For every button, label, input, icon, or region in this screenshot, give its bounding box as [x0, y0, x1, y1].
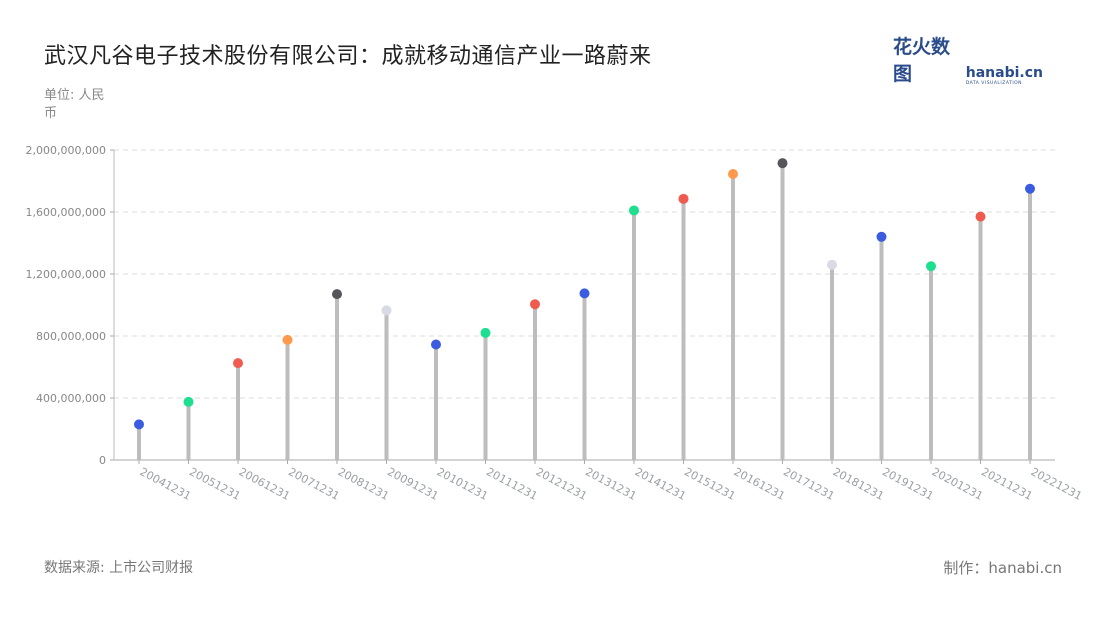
- x-tick-label: 20151231: [682, 465, 738, 503]
- x-tick-label: 20141231: [633, 465, 689, 503]
- x-tick-label: 20101231: [435, 465, 491, 503]
- x-tick-label: 20191231: [880, 465, 936, 503]
- axis-layer: 0 400,000,000 800,000,000 1,200,000,000 1,60…: [26, 144, 1085, 503]
- logo-en-text: hanabi.cn: [965, 64, 1043, 81]
- unit-label: 单位: 人民币: [44, 88, 105, 121]
- lollipop-dot[interactable]: [530, 299, 540, 310]
- lollipop-dot[interactable]: [134, 419, 144, 430]
- lollipop-dot[interactable]: [876, 231, 887, 242]
- y-tick-label: 800,000,000: [36, 330, 106, 343]
- x-tick-label: 20131231: [583, 465, 639, 503]
- x-tick-label: 20171231: [781, 465, 837, 503]
- x-tick-label: 20111231: [484, 465, 540, 503]
- x-tick-label: 20181231: [831, 465, 887, 503]
- lollipop-dot[interactable]: [381, 305, 392, 316]
- y-tick-label: 1,600,000,000: [26, 206, 106, 219]
- lollipop-dot[interactable]: [282, 334, 293, 345]
- x-tick-label: 20121231: [534, 465, 590, 503]
- lollipop-dot[interactable]: [629, 205, 639, 216]
- x-tick-label: 20201231: [930, 465, 986, 503]
- lollipop-dot[interactable]: [332, 289, 342, 300]
- x-tick-label: 20221231: [1029, 465, 1085, 503]
- x-tick-label: 20051231: [187, 465, 243, 503]
- lollipop-dot[interactable]: [777, 158, 788, 169]
- lollipop-dot[interactable]: [827, 259, 837, 270]
- lollipop-dot[interactable]: [431, 339, 441, 350]
- lollipop-dot[interactable]: [233, 358, 243, 369]
- y-tick-label: 2,000,000,000: [26, 144, 106, 157]
- brand-logo: 花火数图 hanabi.cn DATA VISUALIZATION: [893, 36, 1043, 87]
- chart-title: 武汉凡谷电子技术股份有限公司：成就移动通信产业一路蔚来: [44, 44, 652, 69]
- lollipop-dot[interactable]: [926, 261, 936, 272]
- x-tick-label: 20071231: [286, 465, 342, 503]
- x-tick-label: 20081231: [336, 465, 392, 503]
- lollipop-dot[interactable]: [678, 193, 689, 204]
- logo-cn-text: 花火数图: [893, 36, 951, 85]
- credit-label: 制作：hanabi.cn: [943, 559, 1062, 577]
- x-tick-label: 20161231: [732, 465, 788, 503]
- x-tick-label: 20211231: [979, 465, 1035, 503]
- x-tick-label: 20091231: [385, 465, 441, 503]
- y-tick-label: 400,000,000: [36, 392, 106, 405]
- marks-layer: [134, 158, 1035, 460]
- logo-en-block: hanabi.cn DATA VISUALIZATION: [966, 66, 1043, 87]
- y-tick-label: 0: [99, 454, 106, 467]
- data-source: 数据来源: 上市公司财报: [44, 560, 194, 576]
- y-tick-label: 1,200,000,000: [26, 268, 106, 281]
- lollipop-dot[interactable]: [579, 288, 590, 299]
- lollipop-dot[interactable]: [975, 211, 986, 222]
- x-tick-label: 20041231: [138, 465, 194, 503]
- lollipop-dot[interactable]: [1025, 183, 1035, 194]
- logo-sub-text: DATA VISUALIZATION: [965, 80, 1023, 86]
- lollipop-dot[interactable]: [480, 327, 491, 338]
- x-tick-label: 20061231: [237, 465, 293, 503]
- lollipop-dot[interactable]: [728, 169, 738, 180]
- lollipop-dot[interactable]: [183, 396, 194, 407]
